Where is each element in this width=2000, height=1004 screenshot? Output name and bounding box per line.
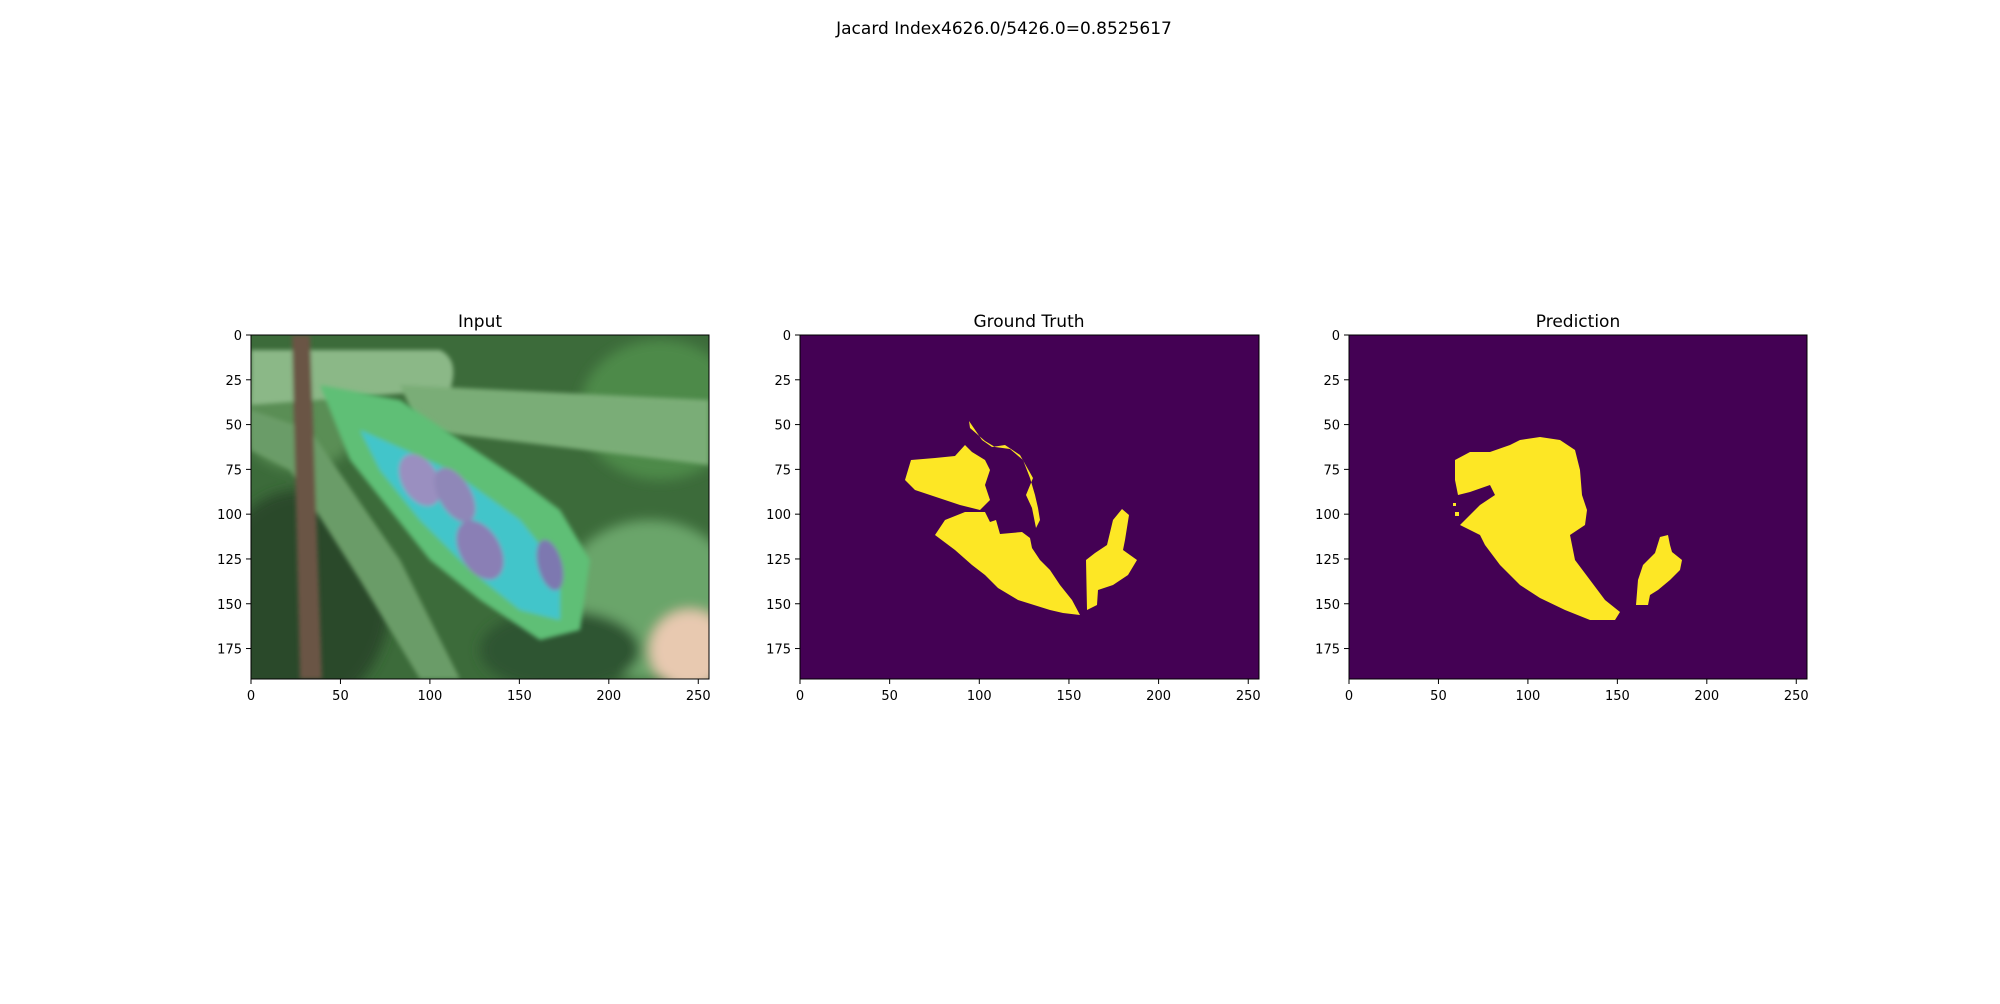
panel-title-input: Input [458, 312, 502, 332]
y-tick-label-ground-truth: 75 [774, 463, 791, 478]
panel-title-ground-truth: Ground Truth [973, 312, 1084, 332]
x-tick-label-prediction: 200 [1694, 689, 1719, 704]
y-tick-label-ground-truth: 0 [783, 329, 791, 344]
x-tick-label-prediction: 100 [1515, 689, 1540, 704]
y-tick-label-input: 175 [217, 643, 242, 658]
y-tick-label-ground-truth: 50 [774, 419, 791, 434]
pred-main-region [1455, 437, 1620, 620]
x-tick-label-prediction: 50 [1430, 689, 1447, 704]
stem-shapes [251, 335, 709, 679]
y-tick-label-input: 50 [225, 419, 242, 434]
y-tick-label-prediction: 125 [1315, 553, 1340, 568]
x-tick-label-prediction: 250 [1784, 689, 1809, 704]
y-tick-label-ground-truth: 175 [766, 643, 791, 658]
pred-speck-1 [1453, 503, 1456, 506]
input-image [251, 335, 709, 679]
x-tick-label-ground-truth: 0 [796, 689, 804, 704]
y-tick-label-prediction: 100 [1315, 508, 1340, 523]
gt-right-region [1086, 509, 1137, 610]
pred-speck-2 [1455, 512, 1459, 516]
panel-prediction: Prediction [1348, 312, 1808, 680]
pred-mask-regions [1453, 437, 1682, 620]
figure-suptitle: Jacard Index4626.0/5426.0=0.8525617 [835, 19, 1172, 39]
gt-mask-background [800, 335, 1259, 679]
x-tick-label-input: 0 [247, 689, 255, 704]
x-tick-label-input: 50 [332, 689, 349, 704]
axes-frame-input [250, 334, 710, 680]
y-tick-label-input: 75 [225, 463, 242, 478]
y-tick-label-prediction: 175 [1315, 643, 1340, 658]
x-tick-label-ground-truth: 50 [881, 689, 898, 704]
gt-mask-regions [905, 421, 1137, 615]
x-tick-label-ground-truth: 200 [1146, 689, 1171, 704]
gt-main-region [935, 421, 1080, 615]
x-tick-label-input: 100 [417, 689, 442, 704]
y-tick-label-input: 25 [225, 374, 242, 389]
pred-right-region [1636, 535, 1682, 605]
x-tick-label-prediction: 150 [1605, 689, 1630, 704]
y-tick-label-input: 0 [234, 329, 242, 344]
y-tick-label-ground-truth: 125 [766, 553, 791, 568]
axes-frame-ground-truth [799, 334, 1260, 680]
x-tick-label-input: 200 [596, 689, 621, 704]
x-tick-label-ground-truth: 250 [1236, 689, 1261, 704]
x-tick-label-ground-truth: 100 [967, 689, 992, 704]
y-tick-label-prediction: 50 [1323, 419, 1340, 434]
y-tick-label-ground-truth: 25 [774, 374, 791, 389]
x-tick-label-input: 150 [507, 689, 532, 704]
x-tick-label-ground-truth: 150 [1057, 689, 1082, 704]
y-tick-label-input: 125 [217, 553, 242, 568]
y-tick-label-prediction: 25 [1323, 374, 1340, 389]
y-tick-label-input: 150 [217, 598, 242, 613]
panel-input: Input [250, 312, 710, 680]
y-tick-label-ground-truth: 150 [766, 598, 791, 613]
y-tick-label-prediction: 150 [1315, 598, 1340, 613]
x-tick-label-input: 250 [686, 689, 711, 704]
x-tick-label-prediction: 0 [1345, 689, 1353, 704]
axes-frame-prediction [1348, 334, 1808, 680]
y-tick-label-ground-truth: 100 [766, 508, 791, 523]
gt-left-lobe [905, 445, 990, 510]
y-tick-label-prediction: 0 [1332, 329, 1340, 344]
leaf-shape [320, 385, 590, 640]
y-tick-label-prediction: 75 [1323, 463, 1340, 478]
panel-ground-truth: Ground Truth [799, 312, 1260, 680]
panel-title-prediction: Prediction [1536, 312, 1620, 332]
y-tick-label-input: 100 [217, 508, 242, 523]
